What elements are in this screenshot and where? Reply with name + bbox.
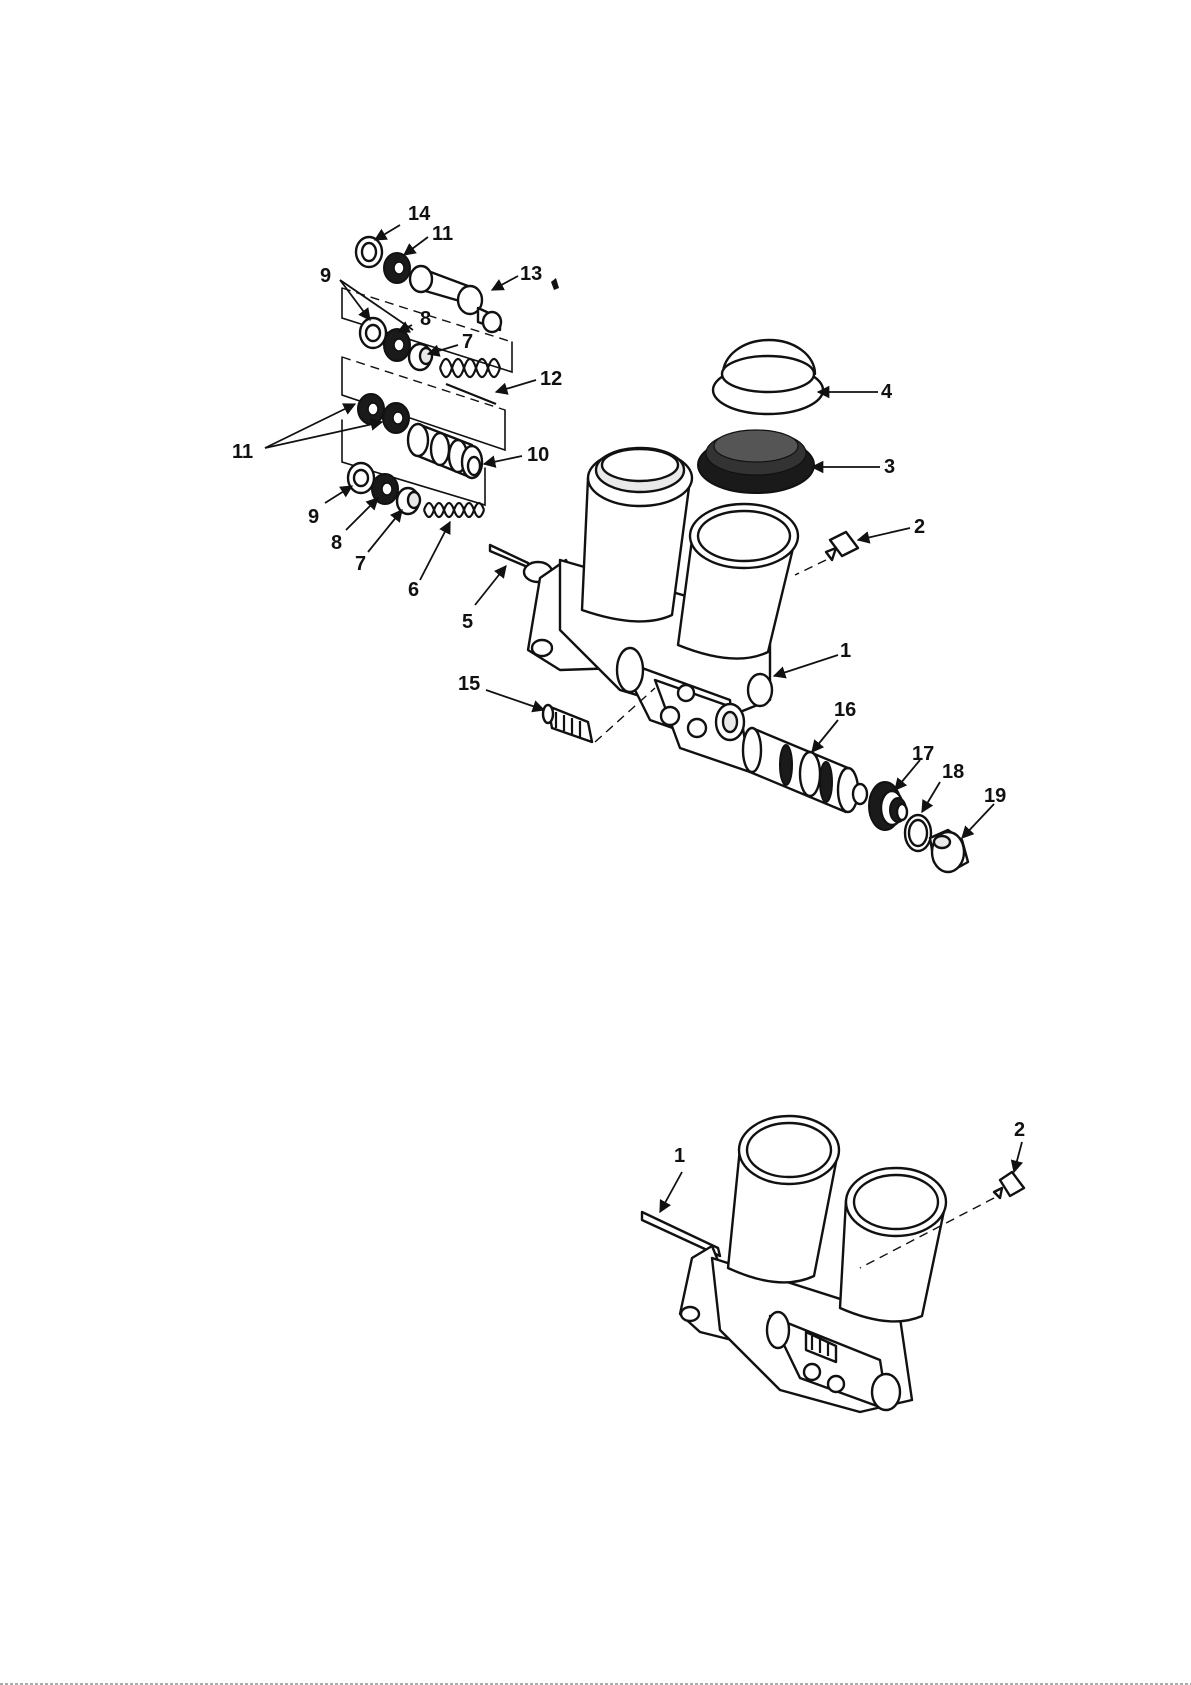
plug-19	[928, 828, 970, 874]
spring-retainer-7-upper	[407, 342, 434, 372]
bottom-bleeder-screw-2	[992, 1170, 1026, 1200]
callout-1: 1	[840, 640, 851, 662]
callout-4: 4	[881, 381, 893, 403]
callout-5: 5	[462, 611, 473, 633]
callout-15: 15	[458, 673, 480, 695]
spring-12	[438, 357, 502, 406]
top-exploded-figure: 14 11 13 9 8 7 12 11 10 9 8 7 6 5 4 3 2 …	[232, 203, 1006, 874]
callout-2: 2	[914, 516, 925, 538]
top-callout-labels: 14 11 13 9 8 7 12 11 10 9 8 7 6 5 4 3 2 …	[232, 203, 1006, 807]
bottom-port-hole-a	[802, 1362, 822, 1382]
bottom-flange-hole	[679, 1305, 701, 1323]
callout-11-middle: 11	[232, 441, 253, 463]
spring-17	[868, 781, 909, 831]
bottom-leader-2	[1010, 1141, 1024, 1174]
callout-7-lower: 7	[355, 553, 366, 575]
callout-10: 10	[527, 444, 549, 466]
primary-piston-13	[408, 264, 503, 334]
bottom-leader-1	[659, 1171, 683, 1214]
callout-9-upper: 9	[320, 265, 331, 287]
callout-9-lower: 9	[308, 506, 319, 528]
callout-6: 6	[408, 579, 419, 601]
fitting-15	[541, 703, 594, 744]
callout-3: 3	[884, 456, 895, 478]
callout-8-lower: 8	[331, 532, 342, 554]
bottom-bore-end	[765, 1310, 791, 1350]
valve-16	[741, 726, 869, 814]
bleeder-alignment-line	[794, 559, 827, 576]
secondary-piston-group-box	[341, 356, 506, 507]
master-cylinder-body-1	[526, 446, 800, 774]
bottom-callout-1: 1	[674, 1145, 685, 1167]
washer-9-lower	[346, 461, 376, 495]
spring-retainer-7-lower	[395, 486, 422, 516]
bottom-port-hole-b	[826, 1374, 846, 1394]
reservoir-cover-4	[711, 338, 825, 416]
bleeder-screw-2	[824, 530, 860, 562]
callout-12: 12	[540, 368, 562, 390]
rod-1	[640, 1210, 722, 1258]
seal-8-lower	[371, 473, 399, 505]
seal-11-top	[383, 252, 411, 284]
spring-6	[422, 501, 486, 519]
washer-9-upper	[358, 316, 388, 350]
bleeder-cap-detail	[551, 278, 559, 290]
snap-ring-14	[354, 235, 384, 269]
bottom-assembled-figure: 1 2	[640, 1114, 1026, 1414]
bottom-plug	[870, 1372, 902, 1412]
callout-13: 13	[520, 263, 542, 285]
fitting-alignment-line	[594, 687, 656, 743]
callout-14: 14	[408, 203, 431, 225]
callout-16: 16	[834, 699, 856, 721]
bottom-callout-2: 2	[1014, 1119, 1025, 1141]
seal-11-middle-left	[357, 393, 385, 425]
bottom-bleeder-alignment-line	[859, 1197, 995, 1269]
o-ring-18	[903, 813, 933, 853]
callout-7-upper: 7	[462, 331, 473, 353]
callout-11-top: 11	[432, 223, 453, 245]
callout-17: 17	[912, 743, 934, 765]
callout-18: 18	[942, 761, 964, 783]
bottom-fitting-threads	[810, 1336, 830, 1356]
callout-8-upper: 8	[420, 308, 431, 330]
seal-8-upper	[383, 328, 411, 362]
seal-11-middle-right	[382, 402, 410, 434]
bottom-left-reservoir	[726, 1114, 841, 1284]
callout-19: 19	[984, 785, 1006, 807]
secondary-piston-10	[406, 422, 484, 480]
top-leader-lines	[264, 224, 995, 839]
diaphragm-3	[697, 429, 815, 494]
bottom-right-reservoir	[838, 1166, 948, 1323]
